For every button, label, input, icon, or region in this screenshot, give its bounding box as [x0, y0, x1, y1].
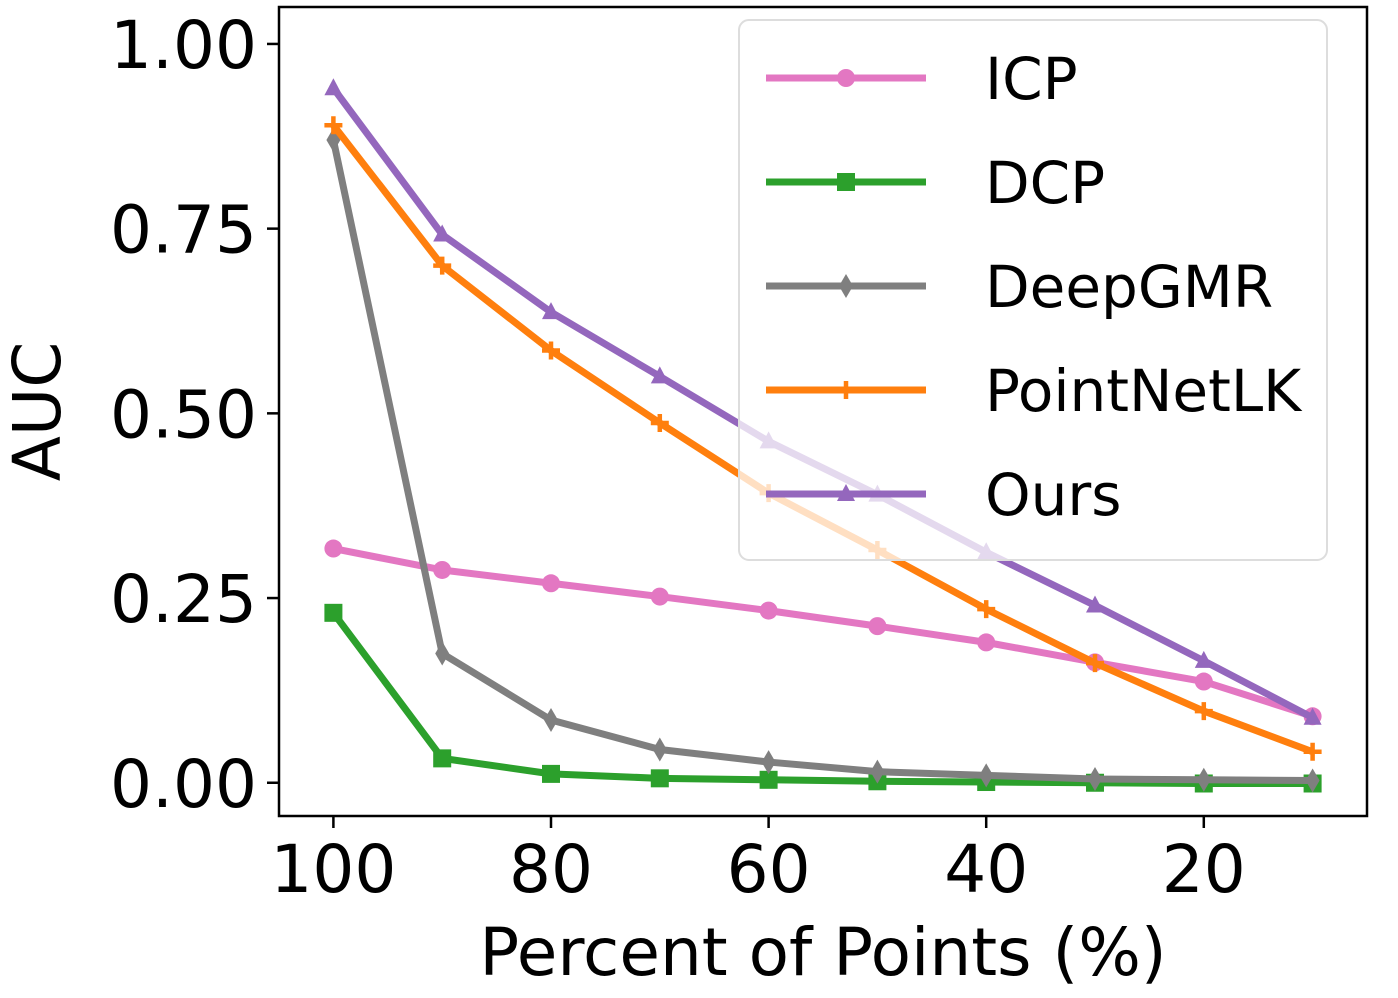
legend-entry: DCP: [766, 149, 1105, 217]
legend-entry: Ours: [766, 461, 1121, 529]
x-axis-label: Percent of Points (%): [479, 914, 1166, 991]
data-point: [868, 617, 887, 636]
x-tick-label: 60: [727, 831, 811, 908]
data-point: [1303, 707, 1322, 725]
data-point: [1305, 768, 1320, 793]
y-tick-label: 0.50: [110, 376, 257, 453]
data-point: [979, 763, 994, 788]
data-point: [433, 256, 452, 275]
legend-label: ICP: [985, 45, 1078, 113]
legend-marker: [839, 274, 853, 298]
data-point: [542, 302, 560, 320]
data-point: [1194, 650, 1213, 668]
legend-marker: [837, 381, 855, 399]
y-tick-label: 0.75: [110, 192, 257, 269]
data-point: [1194, 672, 1213, 691]
legend-marker: [837, 173, 855, 191]
y-axis: 0.00 0.25 0.50 0.75 1.00: [110, 7, 279, 823]
x-tick-label: 100: [270, 831, 396, 908]
data-point: [977, 633, 996, 652]
legend-label: DeepGMR: [985, 253, 1273, 321]
data-point: [759, 601, 778, 620]
data-point: [324, 603, 343, 622]
data-point: [1086, 654, 1104, 673]
data-point: [542, 764, 560, 783]
legend-marker: [837, 484, 855, 501]
series-line: [330, 610, 1313, 787]
data-point: [433, 560, 452, 579]
data-point: [977, 600, 996, 619]
data-point: [650, 587, 669, 606]
legend-label: PointNetLK: [985, 357, 1303, 425]
legend-label: Ours: [985, 461, 1121, 529]
data-point: [650, 413, 669, 432]
data-point: [650, 769, 669, 788]
data-point: [542, 574, 560, 593]
data-point: [435, 641, 450, 666]
y-tick-label: 0.00: [110, 746, 257, 823]
data-point: [1303, 742, 1322, 761]
legend-entry: PointNetLK: [766, 357, 1303, 425]
legend: ICP DCP DeepGMR PointNetLK Ours: [738, 19, 1328, 561]
data-point: [542, 341, 560, 360]
data-point: [870, 759, 885, 784]
y-axis-label: AUC: [0, 342, 76, 482]
legend-box: [738, 19, 1328, 561]
data-point: [1194, 702, 1213, 721]
data-point: [1088, 767, 1102, 792]
legend-entry: ICP: [766, 45, 1078, 113]
data-point: [652, 737, 667, 762]
data-point: [324, 539, 343, 558]
series-deepgmr: [326, 127, 1320, 793]
series-line: [329, 139, 1313, 785]
legend-label: DCP: [985, 149, 1105, 217]
data-point: [761, 750, 776, 775]
data-point: [324, 116, 343, 135]
data-point: [650, 366, 669, 384]
x-tick-label: 80: [509, 831, 593, 908]
data-point: [759, 770, 778, 789]
data-point: [433, 749, 452, 768]
x-tick-label: 20: [1162, 831, 1246, 908]
data-point: [1196, 767, 1211, 792]
data-point: [544, 707, 558, 732]
y-tick-label: 0.25: [110, 561, 257, 638]
data-point: [433, 224, 452, 242]
data-point: [324, 78, 343, 96]
y-tick-label: 1.00: [110, 7, 257, 84]
data-point: [1086, 595, 1104, 613]
legend-entry: DeepGMR: [766, 253, 1273, 321]
legend-marker: [837, 69, 855, 87]
x-axis: 100 80 60 40 20: [270, 816, 1246, 908]
x-tick-label: 40: [944, 831, 1028, 908]
series-line: [332, 545, 1314, 720]
